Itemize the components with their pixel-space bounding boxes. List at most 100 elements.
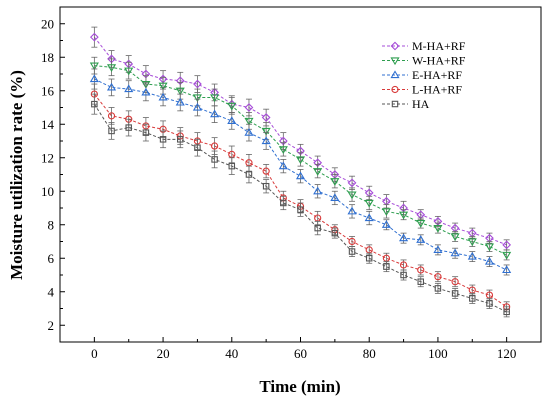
data-point — [399, 261, 408, 269]
data-point — [89, 74, 99, 83]
data-point — [416, 220, 426, 228]
legend-label: M-HA+RF — [412, 39, 466, 53]
data-point — [245, 171, 253, 178]
data-point — [348, 237, 356, 246]
series-layer — [89, 26, 512, 318]
data-point — [313, 168, 323, 176]
data-point — [141, 87, 151, 96]
x-tick-label: 20 — [157, 346, 170, 361]
data-point — [141, 80, 151, 89]
data-point — [227, 116, 237, 124]
data-point — [159, 136, 167, 143]
y-tick-label: 4 — [48, 284, 55, 299]
data-point — [295, 171, 306, 180]
data-point — [124, 84, 134, 93]
data-point — [89, 62, 99, 71]
data-point — [434, 273, 442, 281]
data-point — [193, 79, 202, 89]
data-point — [210, 109, 220, 118]
data-point — [106, 82, 117, 91]
data-point — [262, 182, 270, 190]
legend-marker — [390, 57, 400, 66]
data-point — [451, 290, 459, 297]
data-point — [347, 206, 357, 215]
legend-item: M-HA+RF — [382, 39, 466, 53]
data-point — [330, 193, 340, 202]
x-tick-label: 40 — [225, 346, 238, 361]
data-point — [383, 263, 390, 270]
data-point — [416, 235, 426, 243]
data-point — [107, 112, 116, 120]
data-point — [158, 82, 168, 91]
legend-label: L-HA+RF — [412, 83, 462, 97]
y-tick-label: 6 — [48, 251, 55, 266]
data-point — [433, 225, 443, 233]
series-ha — [91, 93, 510, 318]
data-point — [210, 94, 220, 103]
data-point — [125, 124, 132, 131]
data-point — [244, 117, 254, 126]
data-point — [175, 97, 185, 106]
x-tick-label: 100 — [428, 346, 448, 361]
data-point — [417, 266, 425, 274]
data-point — [486, 300, 493, 307]
data-point — [417, 278, 424, 285]
data-point — [503, 308, 510, 316]
data-point — [381, 220, 391, 228]
legend-label: W-HA+RF — [412, 54, 466, 68]
data-point — [194, 144, 201, 151]
legend-marker — [390, 41, 400, 51]
data-point — [106, 64, 117, 72]
x-tick-label: 120 — [497, 346, 517, 361]
data-point — [210, 142, 219, 150]
data-point — [192, 102, 202, 111]
legend-item: L-HA+RF — [382, 83, 462, 97]
x-axis-title: Time (min) — [259, 377, 340, 396]
data-point — [469, 295, 476, 302]
data-point — [314, 224, 321, 232]
data-point — [261, 127, 271, 136]
data-point — [278, 161, 288, 170]
y-tick-label: 12 — [41, 150, 54, 165]
series-l-ha-rf — [90, 83, 511, 313]
data-point — [261, 113, 271, 122]
data-point — [467, 238, 477, 247]
x-tick-label: 0 — [91, 346, 98, 361]
data-point — [348, 248, 356, 255]
data-point — [108, 127, 115, 135]
y-axis-title: Moisture utilization rate (%) — [7, 70, 26, 280]
data-point — [450, 248, 460, 257]
data-point — [91, 100, 98, 108]
data-point — [433, 245, 443, 253]
data-point — [227, 102, 237, 111]
data-point — [89, 32, 99, 42]
axis-ticks: 0 20 40 60 80 100 120 2 4 6 8 10 12 14 16 18 20 — [41, 6, 542, 361]
data-point — [142, 129, 150, 136]
data-point — [502, 265, 512, 274]
legend-marker — [391, 100, 399, 108]
legend-label: E-HA+RF — [412, 68, 462, 82]
x-tick-label: 80 — [363, 346, 376, 361]
data-point — [244, 103, 254, 112]
y-tick-label: 14 — [41, 117, 55, 132]
data-point — [192, 94, 202, 103]
y-tick-label: 8 — [48, 217, 55, 232]
data-point — [177, 136, 184, 143]
data-point — [280, 199, 287, 207]
data-point — [502, 251, 512, 260]
data-point — [434, 285, 442, 292]
data-point — [484, 243, 495, 252]
y-tick-label: 16 — [41, 83, 55, 98]
y-tick-label: 10 — [41, 184, 54, 199]
y-tick-label: 2 — [48, 318, 55, 333]
data-point — [261, 136, 271, 145]
data-point — [262, 167, 270, 175]
data-point — [295, 156, 306, 165]
data-point — [244, 127, 254, 136]
data-point — [364, 199, 374, 208]
data-point — [467, 251, 477, 260]
data-point — [330, 178, 340, 186]
data-point — [175, 87, 185, 96]
